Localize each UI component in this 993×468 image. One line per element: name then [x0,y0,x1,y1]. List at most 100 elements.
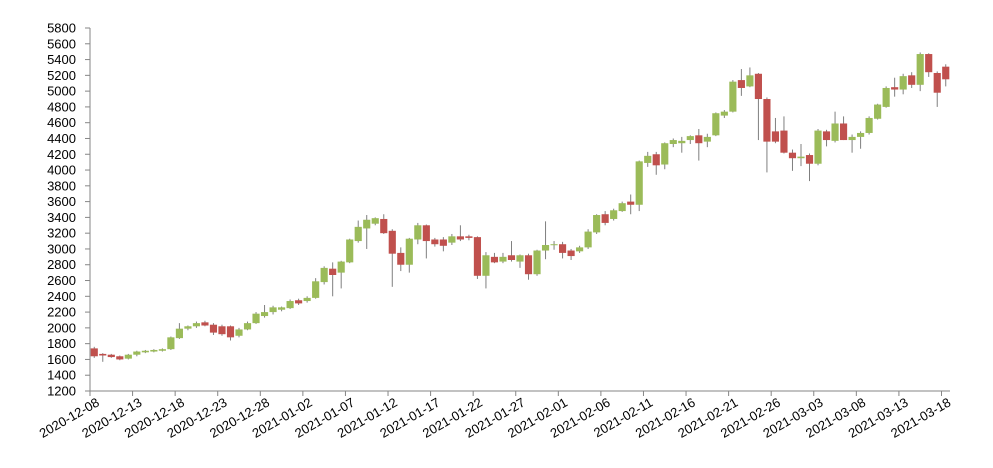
candle-body [678,140,686,144]
candle-body [720,111,728,116]
candle-body [405,238,413,265]
candle-body [175,328,183,339]
candle-body [431,239,439,245]
candle-body [107,354,115,358]
candle-body [584,231,592,248]
candle-body [329,268,337,275]
candle-body [516,255,524,262]
candle-body [550,244,558,246]
candle-body [397,252,405,265]
candle-body [286,301,294,309]
candle-body [865,117,873,133]
candle-body [303,297,311,302]
candle-body [456,236,464,240]
candle-body [499,256,507,262]
candle-body [371,218,379,224]
candle-body [252,313,260,324]
y-tick-label: 5200 [47,68,76,83]
candle-body [686,136,694,141]
candle-body [771,131,780,142]
candle-body [661,143,669,165]
candle-body [788,152,797,159]
candle-body [141,350,149,353]
y-tick-label: 3200 [47,226,76,241]
y-tick-label: 3000 [47,241,76,256]
candle-body [380,218,388,234]
y-tick-label: 1200 [47,384,76,399]
candle-body [627,201,635,205]
y-tick-label: 3400 [47,210,76,225]
candle-body [320,267,328,283]
candle-body [90,348,98,357]
candle-body [482,255,490,276]
candle-body [524,255,533,275]
candle-body [235,329,243,336]
candle-body [729,81,737,112]
y-tick-label: 1800 [47,336,76,351]
candle-body [507,255,516,261]
candle-body [746,75,754,87]
y-tick-label: 2200 [47,305,76,320]
candle-body [695,135,703,144]
y-tick-label: 4400 [47,131,76,146]
candle-body [422,225,430,242]
candle-body [703,136,711,142]
candle-body [601,214,609,223]
candle-body [925,54,933,73]
candle-body [295,300,303,304]
candle-body [942,66,950,80]
candle-body [473,237,482,276]
candle-body [933,72,941,93]
candle-body [652,154,660,166]
candle-body [831,123,839,141]
y-tick-label: 4600 [47,115,76,130]
candle-body [439,239,447,246]
y-tick-label: 4200 [47,147,76,162]
candle-body [346,239,354,263]
candle-body [184,326,192,329]
candle-body [593,215,601,233]
y-tick-label: 5400 [47,52,76,67]
candle-body [839,123,848,141]
candle-body [618,203,626,212]
candle-body [388,230,396,254]
candle-body [278,307,286,310]
candle-body [857,132,865,137]
candle-body [465,236,473,238]
y-tick-label: 2400 [47,289,76,304]
candle-body [337,261,345,273]
y-tick-label: 1600 [47,352,76,367]
candle-body [822,131,831,141]
candle-body [737,80,745,88]
candle-body [558,244,567,253]
candle-body [916,54,924,85]
candle-body [201,322,209,326]
candle-body [533,250,541,275]
candle-body [218,326,226,335]
candle-body [133,351,141,355]
candle-body [226,326,235,338]
candle-body [167,337,175,350]
candle-body [797,156,805,159]
y-tick-label: 5000 [47,84,76,99]
candle-body [712,113,720,136]
candle-body [882,87,890,107]
candle-body [644,155,652,163]
candle-body [363,219,371,229]
candle-body [260,312,269,317]
candle-body [312,281,320,298]
y-tick-label: 4000 [47,163,76,178]
candle-body [354,226,362,242]
candle-body [150,349,158,352]
y-tick-label: 3600 [47,194,76,209]
candle-body [610,210,618,219]
candle-body [805,155,814,164]
candle-body [780,130,788,153]
candle-body [635,161,643,205]
candle-body [669,140,677,145]
candle-body [848,136,856,141]
candle-body [116,356,124,360]
candle-body [414,225,422,240]
y-tick-label: 5600 [47,36,76,51]
